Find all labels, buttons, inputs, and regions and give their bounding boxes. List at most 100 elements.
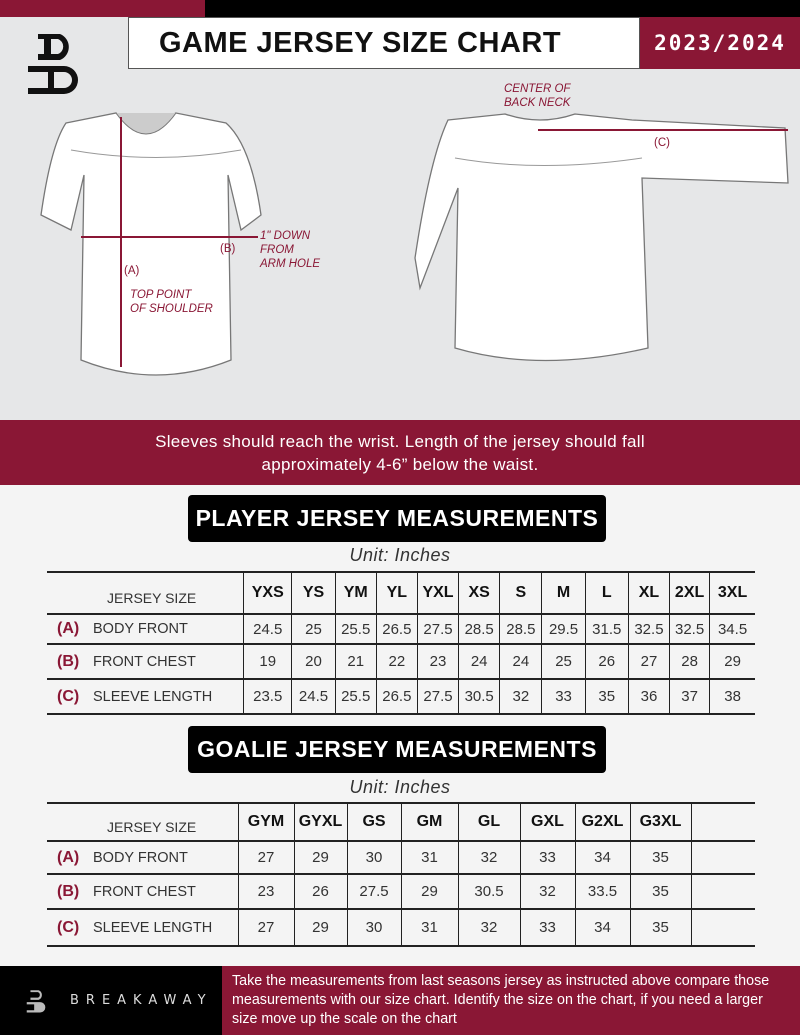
measurement-cell: 29 [293, 909, 348, 946]
measurement-cell: 26 [584, 644, 629, 679]
label-c: (C) [654, 137, 670, 149]
player-section-title: PLAYER JERSEY MEASUREMENTS [188, 495, 606, 542]
size-header-cell [690, 803, 755, 841]
size-header-cell: YXL [416, 572, 460, 614]
size-header-cell: GS [346, 803, 402, 841]
player-measurements-table: JERSEY SIZE YXS YS YM YL YXL XS S M L XL 2XL 3XL (A) B… [47, 571, 755, 715]
table-row: (A) BODY FRONT 24.5 25 25.5 26.5 27.5 28.5 28.5 2… [47, 614, 755, 644]
breakaway-logo-icon [26, 989, 46, 1013]
measurement-name: FRONT CHEST [93, 883, 196, 900]
measurement-cell: 33 [541, 679, 586, 714]
page-title: GAME JERSEY SIZE CHART [128, 17, 640, 69]
measurement-cell: 30.5 [457, 874, 521, 909]
note-line: BACK NECK [504, 97, 571, 109]
size-header-cell: YL [375, 572, 418, 614]
header-label: JERSEY SIZE [47, 572, 245, 614]
measurement-cell: 27.5 [346, 874, 402, 909]
measurement-cell: 31 [400, 841, 459, 874]
row-label: (A) BODY FRONT [47, 841, 239, 874]
measurement-cell: 23 [416, 644, 460, 679]
fit-instructions-banner: Sleeves should reach the wrist. Length o… [0, 420, 800, 485]
note-line: FROM [260, 244, 294, 256]
row-label: (C) SLEEVE LENGTH [47, 909, 239, 946]
measurement-cell: 37 [669, 679, 711, 714]
brand-name: BREAKAWAY [70, 993, 213, 1008]
table-row: (B) FRONT CHEST 19 20 21 22 23 24 24 25 26 27 28 29 [47, 644, 755, 679]
note-back-neck: CENTER OF BACK NECK [504, 82, 570, 110]
measurement-cell: 32.5 [627, 614, 671, 644]
note-line: CENTER OF [504, 83, 571, 95]
header-label: JERSEY SIZE [47, 803, 239, 841]
size-header-cell: YS [291, 572, 336, 614]
note-armhole: 1" DOWN FROM ARM HOLE [260, 229, 320, 271]
top-accent-bar [0, 0, 205, 17]
row-label: (B) FRONT CHEST [47, 874, 239, 909]
footer-instructions: Take the measurements from last seasons … [222, 966, 800, 1035]
size-header-cell: S [499, 572, 543, 614]
measurement-cell: 29 [293, 841, 348, 874]
measurement-cell: 28 [669, 644, 711, 679]
note-line: ARM HOLE [260, 258, 321, 270]
measurement-cell: 32 [457, 909, 521, 946]
table-header-row: JERSEY SIZE GYM GYXL GS GM GL GXL G2XL G3XL [47, 803, 755, 841]
measurement-cell: 30 [346, 841, 402, 874]
jersey-back-diagram [414, 113, 789, 362]
player-table: JERSEY SIZE YXS YS YM YL YXL XS S M L XL 2XL 3XL (A) B… [47, 571, 755, 715]
measurement-name: BODY FRONT [93, 621, 188, 637]
measurement-cell: 25 [541, 644, 586, 679]
measurement-cell: 27.5 [416, 679, 460, 714]
measurement-cell: 20 [291, 644, 336, 679]
measurement-cell: 27 [237, 841, 295, 874]
measurement-cell: 29 [709, 644, 755, 679]
row-label: (B) FRONT CHEST [47, 644, 245, 679]
measurement-letter: (B) [57, 882, 80, 900]
top-black-bar [205, 0, 800, 17]
size-header-cell: GYXL [293, 803, 348, 841]
measurement-cell: 21 [334, 644, 377, 679]
measurement-cell: 35 [629, 841, 692, 874]
size-header-cell: M [541, 572, 586, 614]
table-row: (B) FRONT CHEST 23 26 27.5 29 30.5 32 33.5 35 [47, 874, 755, 909]
measurement-cell: 23.5 [243, 679, 293, 714]
measurement-name: FRONT CHEST [93, 653, 196, 670]
measurement-cell: 35 [584, 679, 629, 714]
measurement-cell: 25 [291, 614, 336, 644]
measurement-cell: 26.5 [375, 614, 418, 644]
measurement-cell: 31.5 [584, 614, 629, 644]
banner-line: approximately 4-6” below the waist. [261, 455, 539, 474]
measurement-cell: 22 [375, 644, 418, 679]
measurement-cell: 34.5 [709, 614, 755, 644]
measurement-name: BODY FRONT [93, 849, 188, 866]
measurement-cell: 33.5 [574, 874, 631, 909]
banner-line: Sleeves should reach the wrist. Length o… [155, 432, 645, 451]
measurement-cell: 24 [458, 644, 501, 679]
measurement-cell: 29 [400, 874, 459, 909]
measurement-cell: 32 [519, 874, 576, 909]
size-header-cell: GYM [237, 803, 295, 841]
goalie-unit-label: Unit: Inches [349, 777, 451, 797]
note-line: OF SHOULDER [130, 303, 213, 315]
table-row: (C) SLEEVE LENGTH 23.5 24.5 25.5 26.5 27.5 30.5… [47, 679, 755, 714]
measurement-cell: 24 [499, 644, 543, 679]
note-line: 1" DOWN [260, 230, 311, 242]
measurement-cell: 29.5 [541, 614, 586, 644]
measurement-name: SLEEVE LENGTH [93, 688, 213, 705]
label-a: (A) [124, 265, 140, 277]
measurement-cell: 30 [346, 909, 402, 946]
measurement-letter: (A) [57, 620, 80, 637]
jersey-front-diagram [40, 112, 262, 376]
measurement-cell: 32 [457, 841, 521, 874]
season-label: 2023/2024 [640, 17, 800, 69]
size-header-cell: GL [457, 803, 521, 841]
measurement-cell: 31 [400, 909, 459, 946]
measurement-name: SLEEVE LENGTH [93, 919, 213, 936]
size-header-cell: 2XL [669, 572, 711, 614]
measurement-cell: 32.5 [669, 614, 711, 644]
measurement-cell: 33 [519, 841, 576, 874]
measurement-cell: 23 [237, 874, 295, 909]
size-header-cell: XS [458, 572, 501, 614]
measurement-cell: 27 [627, 644, 671, 679]
label-b: (B) [220, 243, 236, 255]
size-header-cell: YM [334, 572, 377, 614]
measurement-letter: (C) [57, 687, 80, 705]
